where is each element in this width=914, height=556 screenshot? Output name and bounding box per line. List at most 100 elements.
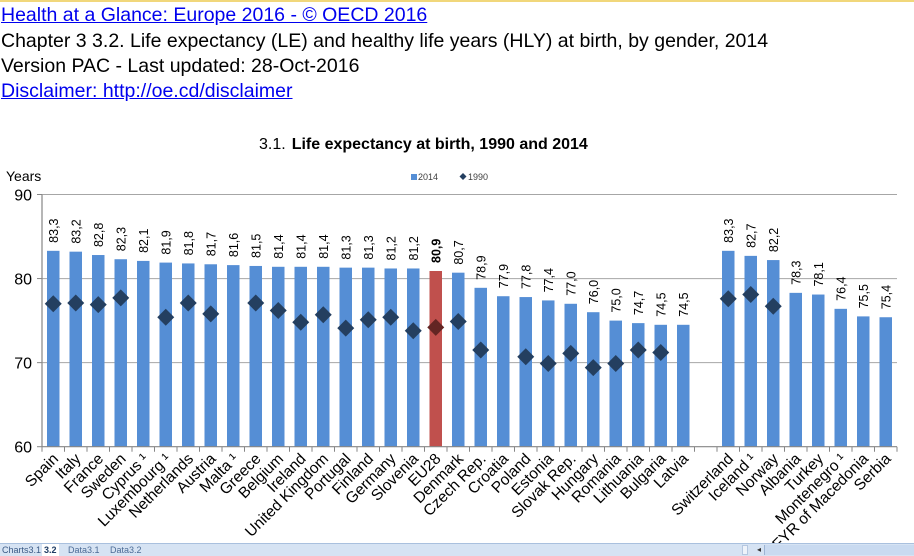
- marker-1990-Romania: [607, 354, 625, 372]
- bar-Portugal: [339, 267, 352, 447]
- value-label: 82,8: [92, 223, 106, 247]
- chart-title-prefix: 3.1.: [259, 136, 286, 153]
- marker-1990-Lithuania: [629, 341, 647, 359]
- marker-1990-France: [89, 296, 107, 314]
- legend-swatch-1990: [459, 173, 467, 180]
- marker-1990-Norway: [764, 297, 782, 315]
- value-label: 82,3: [114, 227, 128, 251]
- value-label: 80,9: [429, 239, 443, 263]
- marker-1990-Finland: [359, 311, 377, 329]
- bar-Estonia: [542, 300, 555, 447]
- horizontal-scrollbar[interactable]: [764, 545, 914, 555]
- marker-1990-EU28: [427, 318, 445, 336]
- marker-1990-Greece: [247, 294, 265, 312]
- bar-Spain: [47, 250, 60, 447]
- value-label: 75,5: [857, 284, 871, 308]
- value-label: 82,7: [744, 223, 758, 247]
- bar-Switzerland: [722, 250, 735, 447]
- chart-title-main: Life expectancy at birth, 1990 and 2014: [292, 136, 588, 153]
- axes: [41, 194, 898, 452]
- value-label: 81,4: [272, 234, 286, 258]
- marker-1990-Netherlands: [179, 294, 197, 312]
- marker-1990-Slovak Rep.: [562, 344, 580, 362]
- sheet-tab-3-2[interactable]: 3.2: [42, 544, 59, 556]
- bar-Greece: [249, 265, 262, 447]
- bar-Denmark: [452, 272, 465, 447]
- bar-Serbia: [879, 317, 892, 447]
- scroll-left-icon[interactable]: ◂: [756, 545, 761, 554]
- bar-Slovenia: [407, 268, 420, 447]
- value-label: 81,2: [384, 236, 398, 260]
- value-label: 83,2: [69, 219, 83, 243]
- value-label: 81,4: [294, 234, 308, 258]
- legend: 2014 1990: [411, 172, 488, 182]
- value-label: 81,6: [227, 233, 241, 257]
- bar-Norway: [767, 260, 780, 447]
- sheet-tab-data3-2[interactable]: Data3.2: [110, 545, 142, 555]
- value-label: 82,2: [767, 228, 781, 252]
- marker-1990-Luxembourg ¹: [157, 308, 175, 326]
- bar-Belgium: [272, 266, 285, 447]
- value-label: 74,5: [677, 292, 691, 316]
- bar-Finland: [362, 267, 375, 447]
- marker-1990-Belgium: [269, 302, 287, 320]
- value-label: 83,3: [722, 218, 736, 242]
- marker-1990-Portugal: [337, 319, 355, 337]
- marker-1990-Iceland ¹: [742, 286, 760, 304]
- bar-Croatia: [497, 296, 510, 447]
- value-label: 81,7: [204, 232, 218, 256]
- marker-1990-Spain: [44, 295, 62, 313]
- sheet-tab-charts3-1[interactable]: Charts3.1: [2, 545, 42, 555]
- bar-United Kingdom: [317, 266, 330, 447]
- bar-FYR of Macedonia: [857, 316, 870, 447]
- bar-Czech Rep.: [474, 287, 487, 447]
- value-label: 76,4: [834, 276, 848, 300]
- bars-2014: [47, 250, 892, 447]
- sheet-tab-bar: Charts3.1 3.2 Data3.1 Data3.2 ◂: [0, 543, 914, 556]
- version-text: Version PAC - Last updated: 28-Oct-2016: [1, 55, 360, 77]
- bar-Germany: [384, 268, 397, 447]
- life-expectancy-chart: 3.1. Life expectancy at birth, 1990 and 2…: [6, 136, 898, 543]
- title-link[interactable]: Health at a Glance: Europe 2016 - © OECD…: [1, 4, 428, 26]
- value-label: 82,1: [137, 229, 151, 253]
- disclaimer-link[interactable]: Disclaimer: http://oe.cd/disclaimer: [1, 80, 293, 102]
- y-axis-ticks: 60 70 80 90: [14, 188, 42, 457]
- bar-Turkey: [812, 294, 825, 447]
- ytick-label-80: 80: [14, 272, 32, 289]
- marker-1990-Italy: [67, 294, 85, 312]
- value-label: 75,0: [609, 288, 623, 312]
- value-label: 78,1: [812, 262, 826, 286]
- bar-France: [92, 255, 105, 447]
- ytick-label-70: 70: [14, 356, 32, 373]
- bar-Iceland ¹: [744, 255, 757, 447]
- value-label: 77,9: [497, 264, 511, 288]
- bar-Poland: [519, 297, 532, 447]
- bar-Netherlands: [182, 263, 195, 447]
- legend-label-2014: 2014: [418, 172, 438, 182]
- value-label: 77,4: [542, 268, 556, 292]
- marker-1990-Austria: [202, 305, 220, 323]
- marker-1990-Denmark: [449, 312, 467, 330]
- tab-split-handle[interactable]: [742, 545, 748, 555]
- chapter-text: Chapter 3 3.2. Life expectancy (LE) and …: [1, 30, 769, 52]
- sheet-column-header-border: [0, 0, 914, 2]
- sheet-tab-data3-1[interactable]: Data3.1: [68, 545, 100, 555]
- marker-1990-Sweden: [112, 289, 130, 307]
- value-label: 77,0: [564, 271, 578, 295]
- value-label: 81,3: [362, 235, 376, 259]
- value-label: 81,9: [159, 230, 173, 254]
- bar-Romania: [609, 320, 622, 447]
- value-label: 80,7: [452, 240, 466, 264]
- ytick-label-60: 60: [14, 440, 32, 457]
- bar-EU28: [429, 271, 442, 447]
- y-axis-label: Years: [6, 168, 41, 184]
- legend-swatch-2014: [411, 174, 417, 180]
- bar-Albania: [789, 292, 802, 447]
- bar-Slovak Rep.: [564, 303, 577, 447]
- value-label: 76,0: [587, 280, 601, 304]
- bar-Italy: [69, 251, 82, 447]
- marker-1990-Poland: [517, 348, 535, 366]
- markers-1990: [44, 286, 782, 377]
- value-label: 81,2: [407, 236, 421, 260]
